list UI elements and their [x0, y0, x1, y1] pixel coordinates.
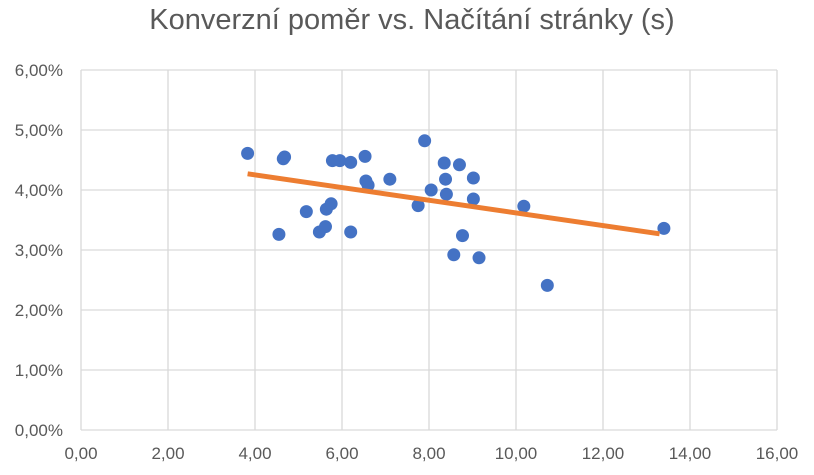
- data-point: [517, 199, 531, 213]
- x-tick-label: 14,00: [669, 444, 712, 463]
- x-tick-label: 12,00: [582, 444, 625, 463]
- x-tick-label: 6,00: [325, 444, 358, 463]
- x-tick-label: 4,00: [238, 444, 271, 463]
- data-point: [439, 187, 453, 201]
- data-point: [447, 248, 461, 262]
- data-point: [466, 192, 480, 206]
- x-tick-label: 8,00: [412, 444, 445, 463]
- data-point: [437, 156, 451, 170]
- data-point: [466, 171, 480, 185]
- data-point: [241, 146, 255, 160]
- data-point: [324, 197, 338, 211]
- data-point: [439, 172, 453, 186]
- y-tick-label: 5,00%: [15, 121, 63, 140]
- y-tick-label: 0,00%: [15, 421, 63, 440]
- trendline: [247, 171, 660, 237]
- data-point: [272, 227, 286, 241]
- data-point: [333, 154, 347, 168]
- data-point: [278, 150, 292, 164]
- data-point: [383, 172, 397, 186]
- data-point: [299, 205, 313, 219]
- data-point: [472, 251, 486, 265]
- x-tick-label: 16,00: [756, 444, 799, 463]
- chart-title: Konverzní poměr vs. Načítání stránky (s): [149, 4, 675, 36]
- data-point: [418, 134, 432, 148]
- x-tick-label: 2,00: [151, 444, 184, 463]
- data-point: [411, 199, 425, 213]
- data-point: [358, 149, 372, 163]
- data-point: [455, 229, 469, 243]
- y-tick-label: 1,00%: [15, 361, 63, 380]
- data-point: [452, 158, 466, 172]
- x-tick-label: 10,00: [495, 444, 538, 463]
- y-tick-label: 4,00%: [15, 181, 63, 200]
- y-tick-label: 3,00%: [15, 241, 63, 260]
- y-tick-label: 6,00%: [15, 61, 63, 80]
- data-point: [540, 278, 554, 292]
- data-point: [657, 221, 671, 235]
- data-point: [318, 220, 332, 234]
- data-point: [344, 225, 358, 239]
- data-point: [424, 183, 438, 197]
- y-tick-label: 2,00%: [15, 301, 63, 320]
- data-point: [344, 155, 358, 169]
- x-tick-label: 0,00: [64, 444, 97, 463]
